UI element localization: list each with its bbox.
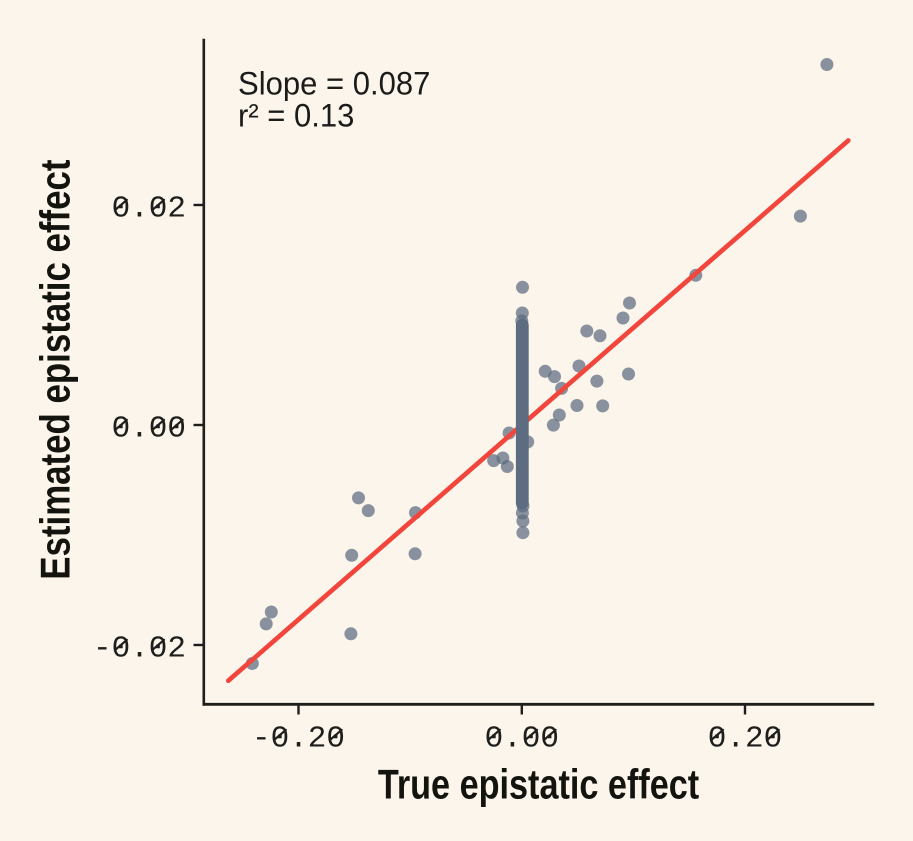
svg-text:0.20: 0.20 xyxy=(708,721,782,756)
svg-text:0.02: 0.02 xyxy=(112,191,186,226)
svg-text:-0.02: -0.02 xyxy=(93,631,186,666)
svg-text:Slope = 0.087: Slope = 0.087 xyxy=(238,65,430,102)
svg-text:r² = 0.13: r² = 0.13 xyxy=(238,97,354,134)
svg-text:0.00: 0.00 xyxy=(485,721,559,756)
svg-text:Estimated epistatic effect: Estimated epistatic effect xyxy=(33,159,80,579)
svg-text:0.00: 0.00 xyxy=(112,411,186,446)
svg-text:True epistatic effect: True epistatic effect xyxy=(378,761,700,808)
svg-text:-0.20: -0.20 xyxy=(252,721,345,756)
